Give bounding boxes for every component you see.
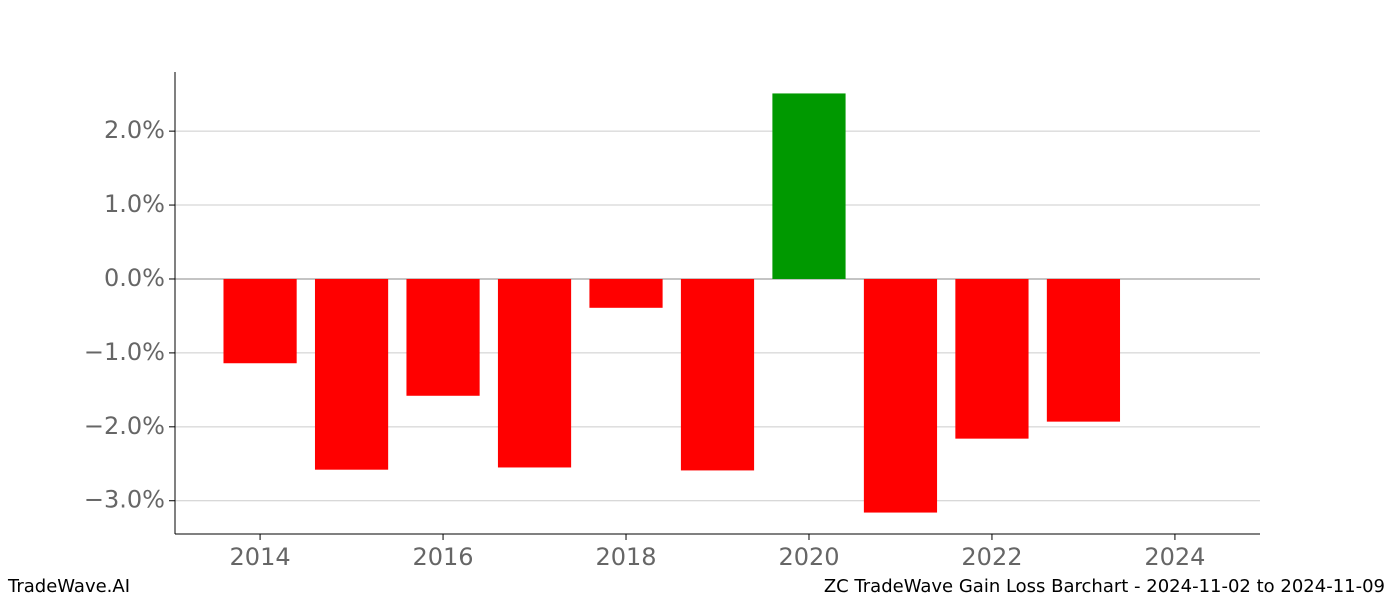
x-tick-label: 2016	[413, 543, 474, 571]
y-tick-label: −1.0%	[84, 338, 165, 366]
bar	[406, 278, 480, 396]
x-tick-label: 2024	[1144, 543, 1205, 571]
footer-left: TradeWave.AI	[7, 576, 130, 597]
bar	[863, 278, 938, 513]
bar	[497, 278, 572, 468]
x-tick-label: 2020	[778, 543, 839, 571]
x-tick-label: 2018	[595, 543, 656, 571]
y-tick-label: −2.0%	[84, 412, 165, 440]
bar	[772, 93, 846, 279]
x-tick-label: 2014	[230, 543, 291, 571]
bar	[589, 278, 663, 308]
y-tick-label: −3.0%	[84, 486, 165, 514]
y-tick-label: 2.0%	[104, 116, 165, 144]
bar	[314, 278, 389, 470]
bar	[223, 278, 297, 364]
x-tick-label: 2022	[961, 543, 1022, 571]
footer-right: ZC TradeWave Gain Loss Barchart - 2024-1…	[824, 576, 1385, 597]
bar	[680, 278, 755, 471]
y-tick-label: 0.0%	[104, 264, 165, 292]
bar	[955, 278, 1029, 439]
bar	[1046, 278, 1121, 422]
y-tick-label: 1.0%	[104, 190, 165, 218]
